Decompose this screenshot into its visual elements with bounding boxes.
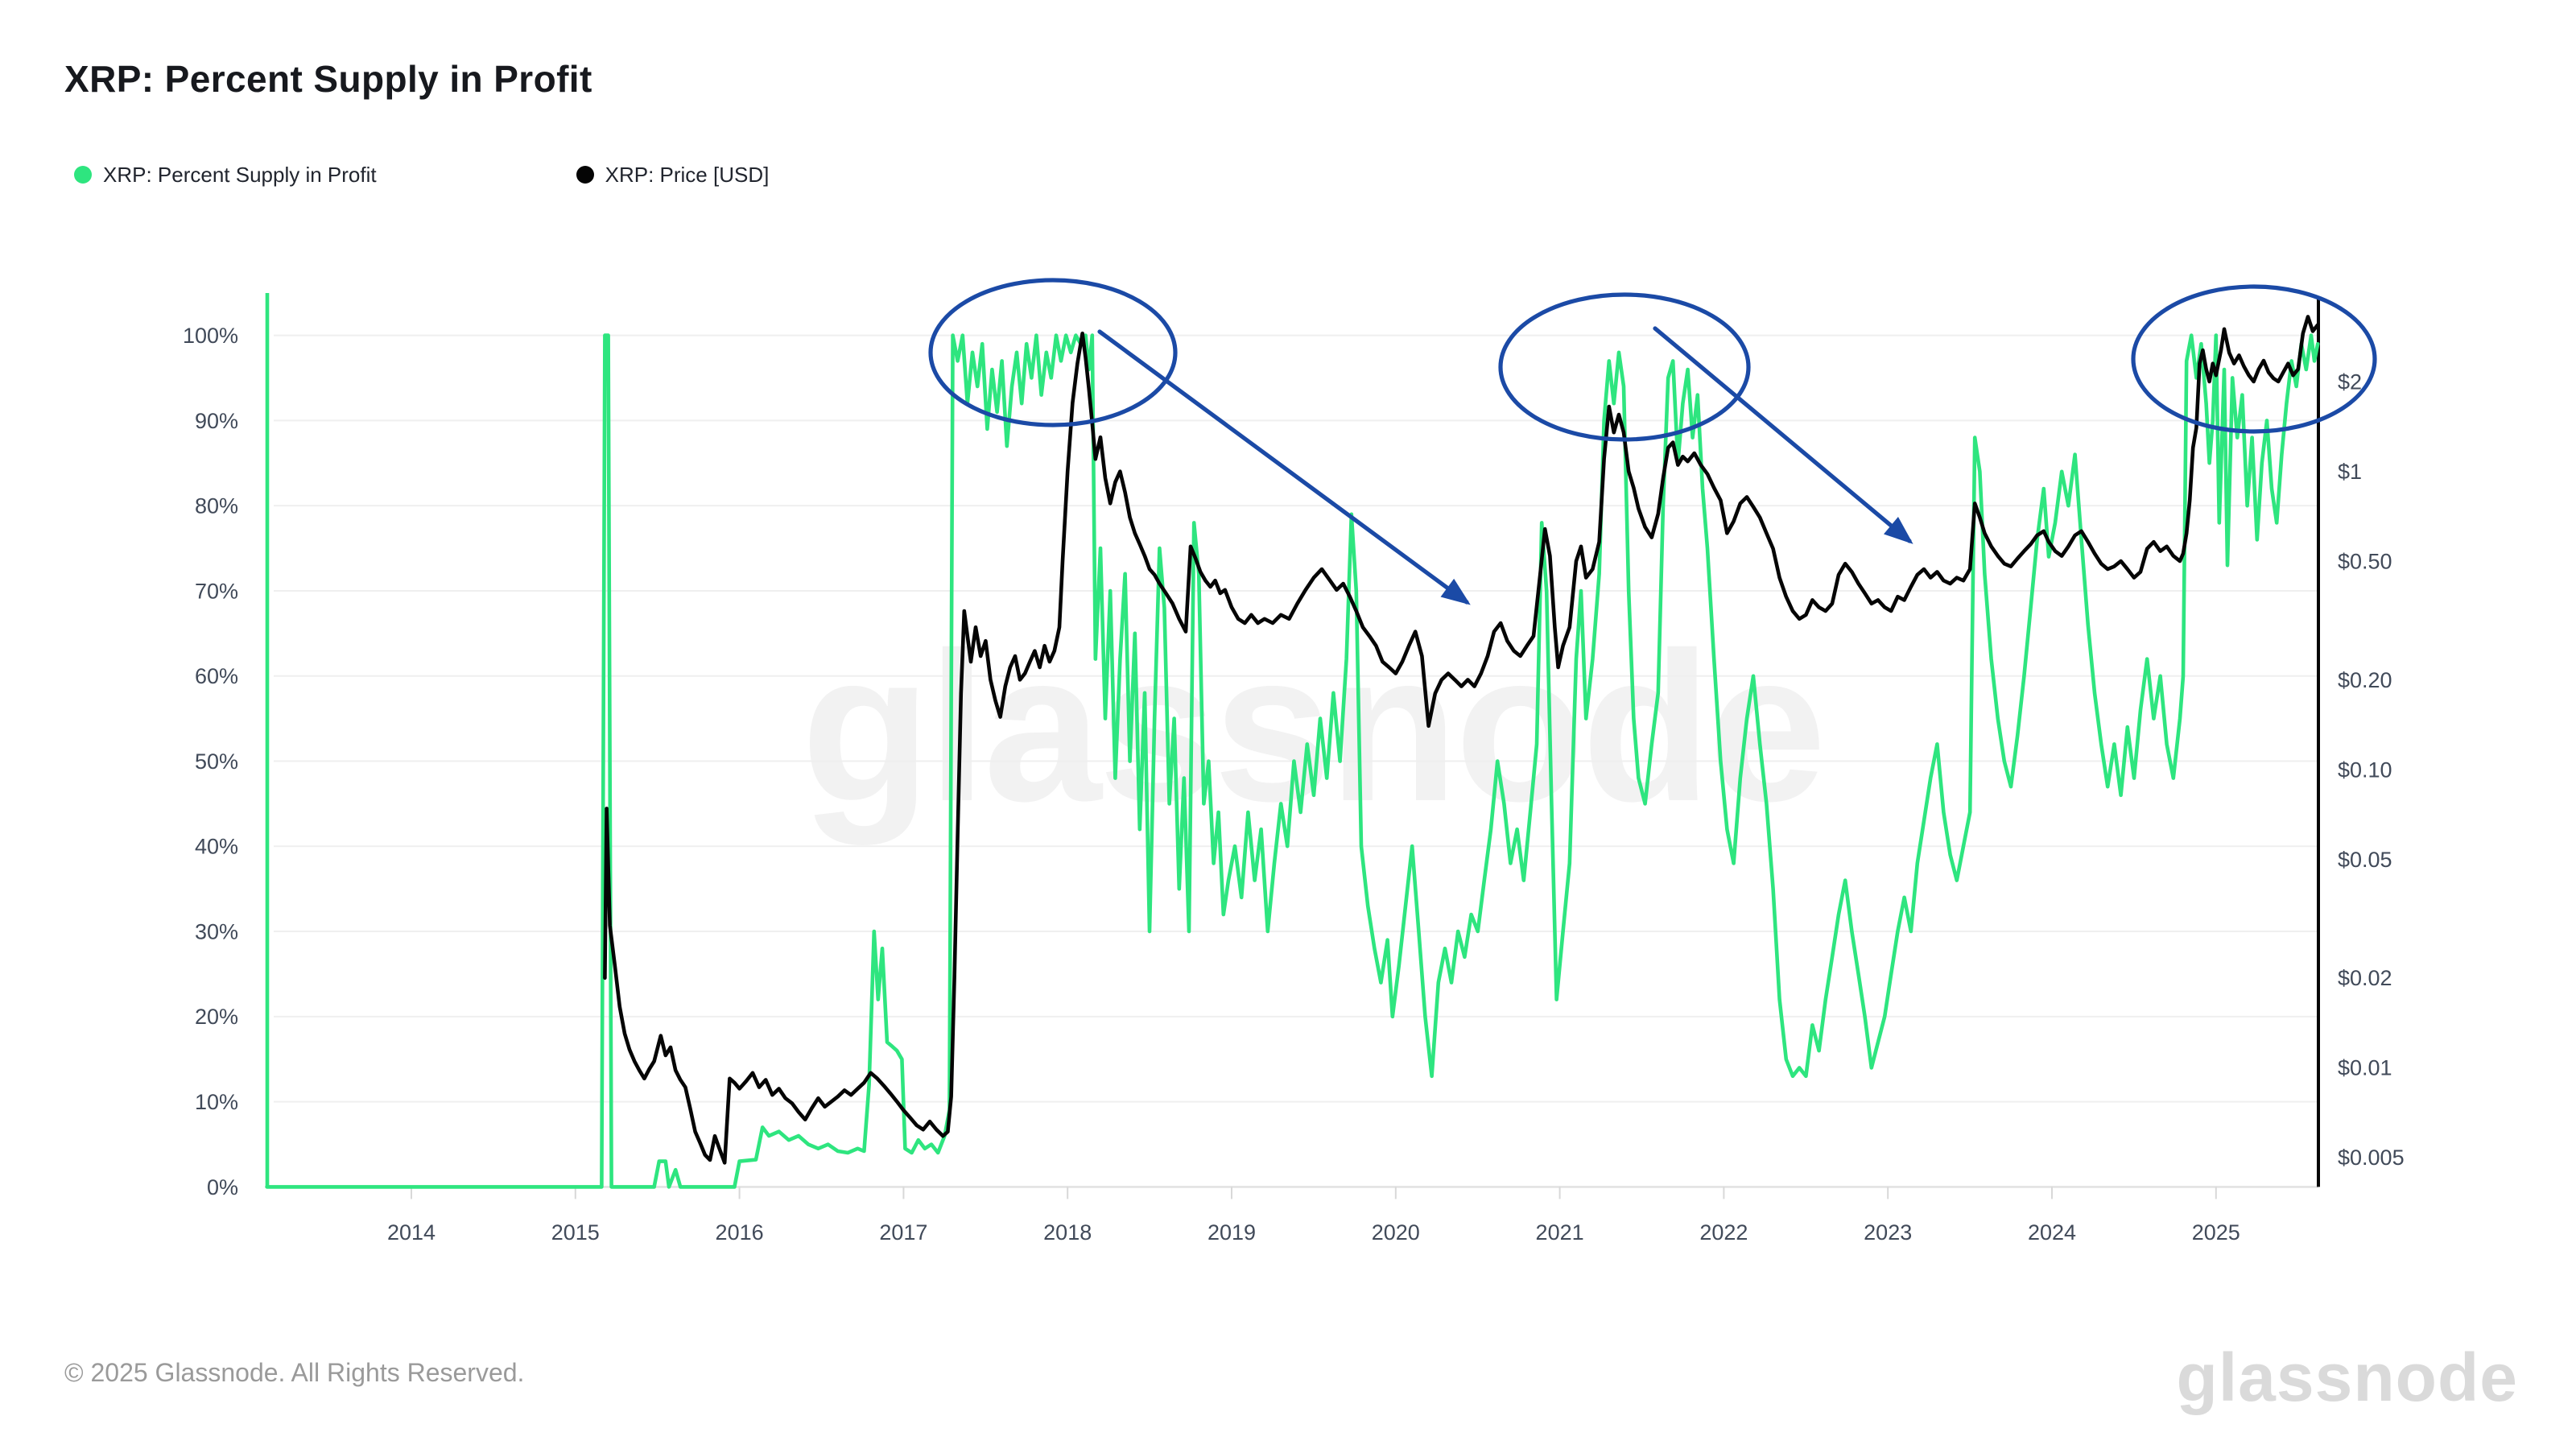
left-axis-label: 40%	[195, 835, 238, 859]
left-axis-label: 80%	[195, 494, 238, 518]
legend-dot-green-icon	[74, 166, 92, 184]
left-axis-label: 60%	[195, 664, 238, 688]
legend-label-price: XRP: Price [USD]	[605, 163, 770, 187]
x-axis-label: 2022	[1699, 1220, 1748, 1245]
x-axis-labels: 2014 2015 2016 2017 2018 2019 2020 2021 2022 2023…	[387, 1220, 2240, 1245]
legend-dot-black-icon	[576, 166, 594, 184]
right-axis-label: $0.50	[2338, 549, 2392, 573]
legend-label-supply-in-profit: XRP: Percent Supply in Profit	[103, 163, 377, 187]
annotations	[928, 278, 2377, 605]
annotation-ellipse-2	[1498, 292, 1751, 442]
right-axis-label: $2	[2338, 369, 2362, 394]
left-axis-labels: 0% 10% 20% 30% 40% 50% 60% 70% 80% 90% 100%	[183, 324, 238, 1199]
legend-item-price[interactable]: XRP: Price [USD]	[576, 163, 770, 187]
right-axis-label: $0.02	[2338, 966, 2392, 990]
glassnode-logo: glassnode	[2176, 1340, 2518, 1415]
left-axis-label: 30%	[195, 919, 238, 943]
annotation-ellipse-3	[2131, 284, 2377, 434]
left-axis-label: 20%	[195, 1005, 238, 1029]
series-price-usd[interactable]	[603, 315, 2320, 1165]
right-axis-label: $0.005	[2338, 1146, 2405, 1170]
annotation-ellipse-1	[928, 278, 1178, 427]
left-axis-label: 90%	[195, 409, 238, 433]
x-axis-label: 2025	[2192, 1220, 2240, 1245]
x-axis-label: 2014	[387, 1220, 436, 1245]
left-axis-label: 50%	[195, 749, 238, 774]
x-axis-label: 2023	[1864, 1220, 1912, 1245]
copyright-text: © 2025 Glassnode. All Rights Reserved.	[64, 1360, 525, 1388]
right-axis-label: $0.05	[2338, 848, 2392, 872]
left-axis-label: 10%	[195, 1090, 238, 1114]
annotation-arrow-2	[1653, 326, 1913, 544]
x-axis-label: 2018	[1043, 1220, 1092, 1245]
series-percent-supply-in-profit[interactable]	[265, 333, 2320, 1189]
chart-legend: XRP: Percent Supply in Profit XRP: Price…	[74, 163, 769, 187]
x-axis-label: 2024	[2028, 1220, 2076, 1245]
legend-item-supply-in-profit[interactable]: XRP: Percent Supply in Profit	[74, 163, 377, 187]
gridlines	[274, 334, 2318, 1103]
x-axis-ticks	[411, 1187, 2217, 1199]
left-axis-label: 100%	[183, 324, 238, 348]
x-axis-label: 2017	[879, 1220, 927, 1245]
x-axis-label: 2020	[1372, 1220, 1420, 1245]
x-axis-label: 2021	[1536, 1220, 1584, 1245]
right-axis-labels: $2 $1 $0.50 $0.20 $0.10 $0.05 $0.02 $0.01 $0.005	[2338, 369, 2405, 1170]
right-axis-label: $0.01	[2338, 1056, 2392, 1080]
x-axis-label: 2015	[551, 1220, 600, 1245]
x-axis-label: 2019	[1208, 1220, 1256, 1245]
left-axis-label: 0%	[207, 1175, 238, 1199]
left-axis-label: 70%	[195, 579, 238, 603]
watermark-text: glassnode	[801, 608, 1823, 847]
right-axis-label: $0.10	[2338, 758, 2392, 782]
right-axis-label: $0.20	[2338, 668, 2392, 692]
right-axis-label: $1	[2338, 460, 2362, 484]
page-title: XRP: Percent Supply in Profit	[64, 58, 592, 100]
x-axis-label: 2016	[716, 1220, 764, 1245]
annotation-arrow-1	[1097, 329, 1471, 605]
